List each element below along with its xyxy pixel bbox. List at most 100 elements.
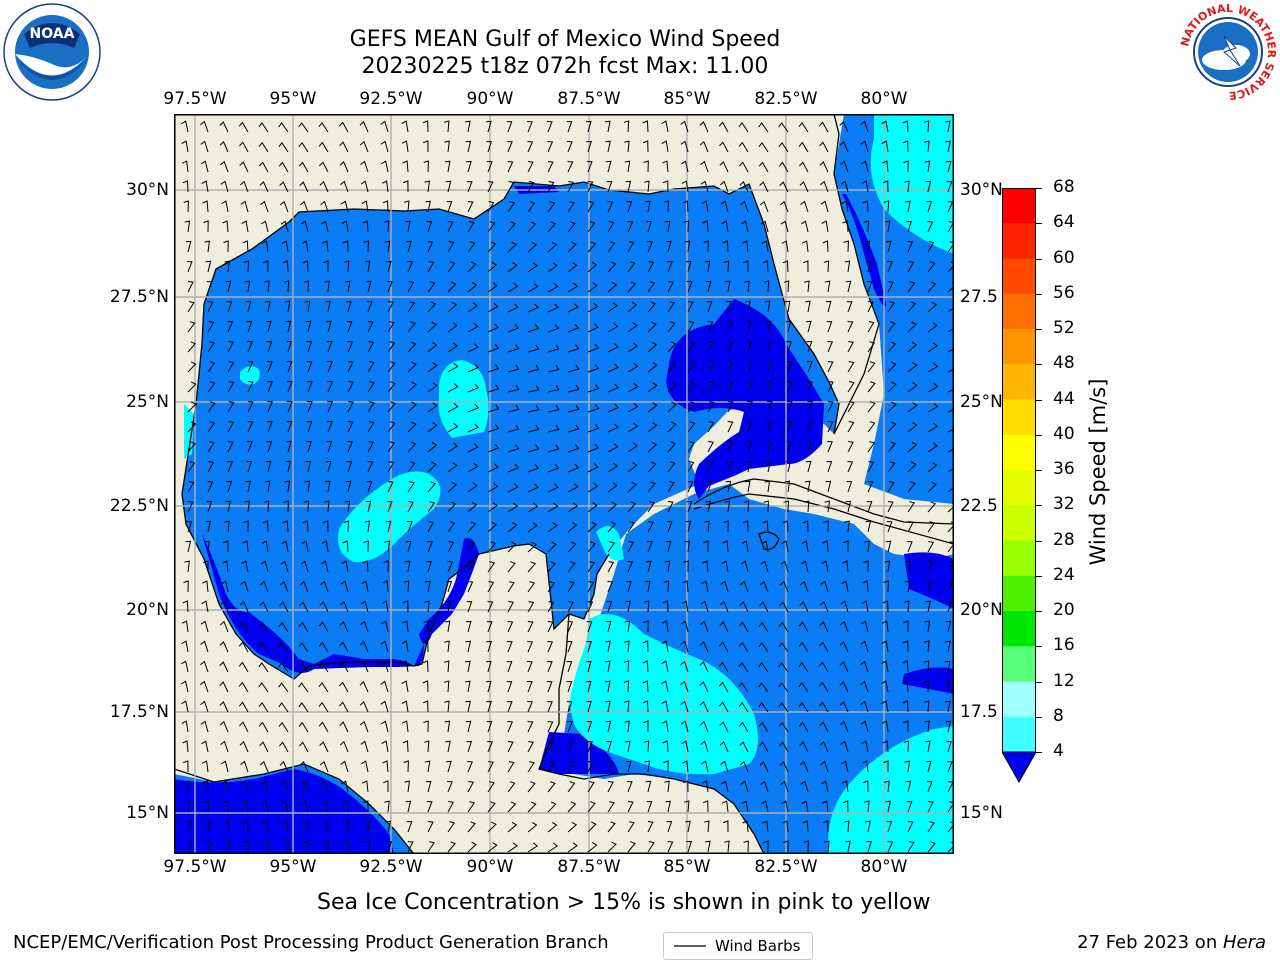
wind-barb bbox=[261, 540, 269, 553]
wind-barb bbox=[385, 820, 392, 833]
wind-barb bbox=[487, 241, 497, 253]
lon-label-top: 95°W bbox=[269, 89, 317, 109]
wind-barb bbox=[823, 820, 829, 833]
wind-barb bbox=[507, 262, 518, 273]
wind-barb bbox=[507, 181, 515, 193]
wind-barb bbox=[887, 501, 894, 513]
legend-label: Wind Barbs bbox=[715, 937, 801, 955]
colorbar-tick-mark bbox=[1036, 752, 1042, 753]
wind-barb bbox=[701, 580, 709, 593]
wind-barb bbox=[306, 421, 313, 433]
wind-barb bbox=[763, 280, 770, 293]
wind-barb bbox=[320, 780, 329, 793]
wind-barb bbox=[403, 580, 410, 593]
wind-barb bbox=[927, 422, 939, 433]
wind-barb bbox=[299, 200, 309, 213]
wind-barb bbox=[487, 561, 496, 573]
wind-barb bbox=[627, 362, 639, 373]
wind-barb bbox=[318, 681, 329, 693]
wind-barb bbox=[260, 200, 269, 213]
wind-barb bbox=[187, 421, 197, 433]
wind-barb bbox=[384, 540, 391, 553]
wind-barb bbox=[661, 680, 669, 693]
wind-barb bbox=[443, 660, 450, 673]
wind-barb bbox=[567, 444, 580, 453]
wind-barb bbox=[884, 560, 891, 573]
wind-barb bbox=[739, 181, 749, 193]
wind-barb bbox=[743, 840, 749, 853]
wind-barb bbox=[927, 221, 934, 233]
wind-barb bbox=[323, 260, 329, 272]
wind-barb bbox=[927, 841, 936, 853]
wind-barb bbox=[587, 364, 600, 373]
wind-barb bbox=[605, 160, 612, 173]
wind-barb bbox=[820, 580, 829, 593]
wind-barb bbox=[447, 342, 459, 353]
wind-barb bbox=[847, 401, 855, 413]
wind-barb bbox=[567, 781, 576, 793]
wind-barb bbox=[527, 221, 537, 233]
wind-barb bbox=[527, 424, 540, 433]
wind-barb bbox=[447, 462, 458, 473]
wind-barb bbox=[745, 320, 752, 333]
wind-barb bbox=[604, 680, 611, 693]
wind-barb bbox=[322, 820, 329, 833]
wind-barb bbox=[387, 341, 396, 353]
wind-barb bbox=[238, 121, 249, 133]
wind-barb bbox=[702, 220, 709, 233]
wind-barb bbox=[702, 800, 709, 813]
wind-barb bbox=[220, 740, 229, 753]
wind-barb bbox=[587, 521, 597, 533]
wind-barb bbox=[367, 341, 375, 353]
wind-barb bbox=[341, 220, 349, 233]
wind-barb bbox=[704, 260, 711, 273]
wind-barb bbox=[667, 321, 676, 333]
colorbar-tick-mark bbox=[1036, 716, 1042, 718]
wind-barb bbox=[219, 701, 229, 713]
wind-barb bbox=[487, 741, 494, 753]
wind-barb bbox=[362, 220, 369, 233]
wind-barb bbox=[662, 740, 669, 753]
colorbar-tick: 12 bbox=[1053, 670, 1075, 691]
wind-barb bbox=[422, 660, 429, 673]
wind-barb bbox=[739, 741, 749, 753]
wind-barb bbox=[183, 780, 190, 793]
wind-barb bbox=[807, 381, 814, 393]
wind-barb bbox=[887, 841, 894, 853]
wind-barb bbox=[926, 580, 932, 593]
wind-barb bbox=[485, 660, 492, 673]
wind-barb bbox=[680, 640, 689, 653]
wind-barb bbox=[466, 740, 473, 753]
wind-barb bbox=[527, 141, 534, 153]
wind-barb bbox=[567, 323, 580, 333]
wind-barb bbox=[466, 601, 473, 613]
wind-barb bbox=[905, 780, 912, 793]
colorbar-tick: 20 bbox=[1053, 600, 1075, 620]
wind-barb bbox=[486, 120, 492, 133]
wind-barb bbox=[547, 181, 555, 193]
wind-barb bbox=[798, 641, 809, 653]
wind-barb bbox=[623, 700, 630, 713]
wind-barb bbox=[363, 540, 369, 553]
wind-barb bbox=[467, 781, 474, 793]
wind-barb bbox=[359, 640, 369, 653]
high-wind-zones bbox=[184, 114, 954, 854]
wind-barb bbox=[387, 321, 395, 333]
wind-barb bbox=[227, 461, 234, 473]
wind-barb bbox=[803, 840, 809, 853]
wind-barb bbox=[258, 641, 269, 653]
wind-barb bbox=[947, 761, 953, 773]
wind-barb bbox=[204, 540, 210, 553]
wind-barb bbox=[527, 721, 534, 733]
wind-barb bbox=[783, 500, 789, 513]
wind-barb bbox=[279, 580, 289, 593]
wind-barb bbox=[344, 840, 350, 853]
wind-barb bbox=[627, 301, 638, 313]
wind-barb bbox=[758, 161, 769, 173]
wind-barb bbox=[881, 660, 889, 673]
wind-barb bbox=[605, 620, 612, 633]
wind-barb bbox=[360, 160, 369, 173]
wind-barb bbox=[306, 340, 313, 353]
wind-barb bbox=[626, 781, 633, 793]
wind-barb bbox=[587, 482, 599, 493]
